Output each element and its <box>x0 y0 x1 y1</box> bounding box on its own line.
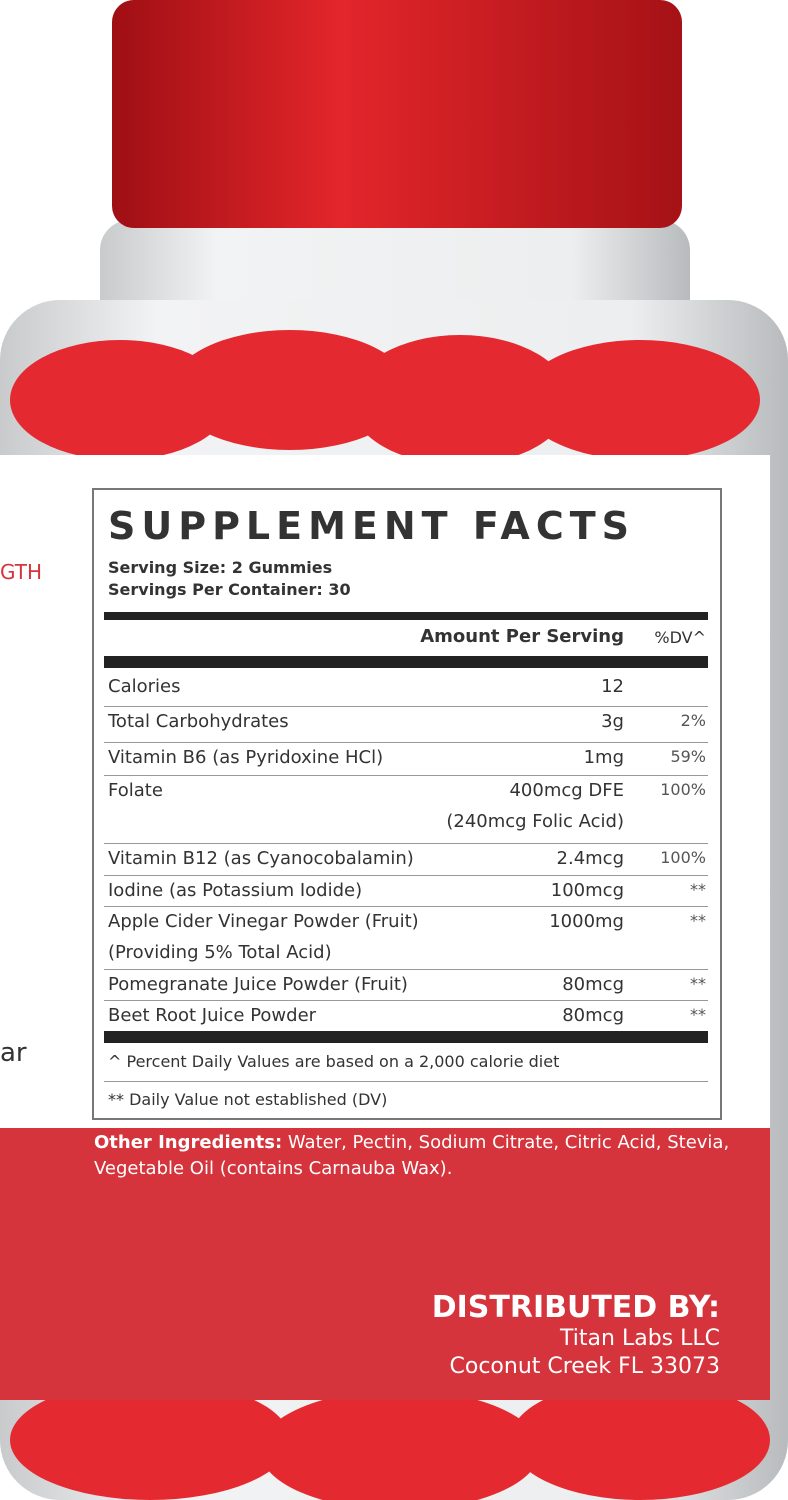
rule <box>104 656 708 668</box>
facts-panel: SUPPLEMENT FACTS Serving Size: 2 Gummies… <box>92 488 722 1120</box>
nutrient-name: Pomegranate Juice Powder (Fruit) <box>108 974 408 995</box>
nutrient-name: Vitamin B6 (as Pyridoxine HCl) <box>108 747 384 768</box>
nutrient-name: Iodine (as Potassium Iodide) <box>108 880 363 901</box>
nutrient-amount: 1mg <box>583 747 624 768</box>
nutrient-amount: 100mcg <box>550 880 624 901</box>
rule <box>104 875 708 876</box>
rule <box>104 969 708 970</box>
nutrient-name: Apple Cider Vinegar Powder (Fruit) <box>108 911 419 932</box>
other-ingredients: Other Ingredients: Water, Pectin, Sodium… <box>94 1130 734 1182</box>
rule <box>104 1000 708 1001</box>
rule <box>104 1081 708 1082</box>
facts-title: SUPPLEMENT FACTS <box>108 504 636 548</box>
nutrient-amount: 80mcg <box>562 974 624 995</box>
nutrient-amount: 80mcg <box>562 1005 624 1026</box>
nutrient-dv: ** <box>690 880 706 899</box>
rule <box>104 706 708 707</box>
nutrient-amount: 2.4mcg <box>556 848 624 869</box>
distributor-name: Titan Labs LLC <box>560 1326 720 1351</box>
nutrient-name: Total Carbohydrates <box>108 711 289 732</box>
gummies <box>10 330 770 1500</box>
dv-header: %DV^ <box>654 628 706 647</box>
nutrient-amount: 1000mg <box>549 911 624 932</box>
label-red <box>0 1128 770 1400</box>
servings-per-container: Servings Per Container: 30 <box>108 580 351 599</box>
rule <box>104 775 708 776</box>
nutrient-name: Beet Root Juice Powder <box>108 1005 317 1026</box>
rule <box>104 906 708 907</box>
side-text: GTH <box>0 560 43 584</box>
rule <box>104 612 708 620</box>
nutrient-dv: 2% <box>680 711 706 730</box>
nutrient-dv: 100% <box>660 780 706 799</box>
distributor-heading: DISTRIBUTED BY: <box>431 1290 720 1325</box>
footnote: ** Daily Value not established (DV) <box>108 1090 388 1109</box>
footnote: ^ Percent Daily Values are based on a 2,… <box>108 1052 560 1071</box>
nutrient-amount: 3g <box>601 711 624 732</box>
nutrient-note: (Providing 5% Total Acid) <box>108 942 332 963</box>
amount-header: Amount Per Serving <box>420 626 624 647</box>
rule <box>104 1031 708 1043</box>
serving-size: Serving Size: 2 Gummies <box>108 558 333 577</box>
nutrient-name: Vitamin B12 (as Cyanocobalamin) <box>108 848 414 869</box>
oi-text: Water, Pectin, Sodium Citrate, Citric Ac… <box>94 1132 730 1179</box>
nutrient-dv: ** <box>690 1005 706 1024</box>
jar-cap <box>112 0 682 228</box>
side-text: ar <box>0 1038 27 1068</box>
rule <box>104 742 708 743</box>
nutrient-dv: ** <box>690 911 706 930</box>
nutrient-dv: ** <box>690 974 706 993</box>
oi-label: Other Ingredients: <box>94 1132 283 1153</box>
nutrient-name: Folate <box>108 780 163 801</box>
distributor-address: Coconut Creek FL 33073 <box>449 1354 721 1379</box>
rule <box>104 843 708 844</box>
nutrient-amount: 400mcg DFE <box>509 780 624 801</box>
nutrient-name: Calories <box>108 676 181 697</box>
amount-note: (240mcg Folic Acid) <box>446 811 624 832</box>
nutrient-amount: 12 <box>601 676 624 697</box>
nutrient-dv: 59% <box>670 747 706 766</box>
nutrient-dv: 100% <box>660 848 706 867</box>
